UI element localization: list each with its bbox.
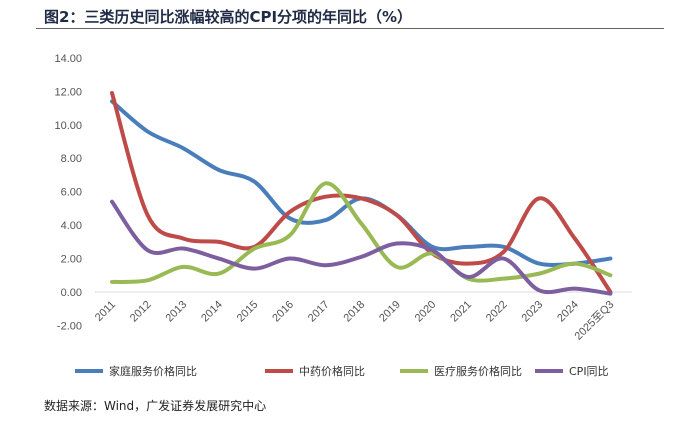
x-tick-label: 2022 xyxy=(484,299,510,325)
series-line-1 xyxy=(110,91,613,294)
series-line-2 xyxy=(110,181,613,284)
y-tick-label: 2.00 xyxy=(61,254,82,266)
x-tick-label: 2014 xyxy=(199,299,225,325)
legend-label: 家庭服务价格同比 xyxy=(109,364,197,378)
x-tick-label: 2023 xyxy=(520,299,546,325)
x-tick-label: 2019 xyxy=(377,299,403,325)
x-tick-label: 2017 xyxy=(306,299,332,325)
y-tick-label: 10.00 xyxy=(54,120,82,132)
y-tick-label: 12.00 xyxy=(54,86,82,98)
source-note: 数据来源：Wind，广发证券发展研究中心 xyxy=(44,399,267,413)
y-tick-label: 0.00 xyxy=(61,287,82,299)
y-tick-label: 6.00 xyxy=(61,187,82,199)
y-tick-label: 8.00 xyxy=(61,153,82,165)
x-tick-label: 2011 xyxy=(93,299,118,324)
x-tick-label: 2016 xyxy=(270,299,296,325)
legend-label: 医疗服务价格同比 xyxy=(434,364,522,378)
title-divider xyxy=(36,28,664,29)
x-tick-label: 2018 xyxy=(342,299,368,325)
legend-label: 中药价格同比 xyxy=(299,364,365,378)
y-tick-label: -2.00 xyxy=(57,320,82,332)
x-tick-label: 2020 xyxy=(413,299,439,325)
y-tick-label: 4.00 xyxy=(61,220,82,232)
chart-title: 图2：三类历史同比涨幅较高的CPI分项的年同比（%） xyxy=(44,8,413,26)
x-tick-label: 2012 xyxy=(128,299,154,325)
x-tick-label: 2013 xyxy=(164,299,190,325)
x-tick-label: 2021 xyxy=(448,299,474,325)
series-line-3 xyxy=(110,199,613,296)
legend-label: CPI同比 xyxy=(569,365,609,378)
x-tick-label: 2025至Q3 xyxy=(573,299,617,343)
x-tick-label: 2024 xyxy=(555,299,581,325)
y-tick-label: 14.00 xyxy=(54,53,82,65)
x-tick-label: 2015 xyxy=(235,299,261,325)
